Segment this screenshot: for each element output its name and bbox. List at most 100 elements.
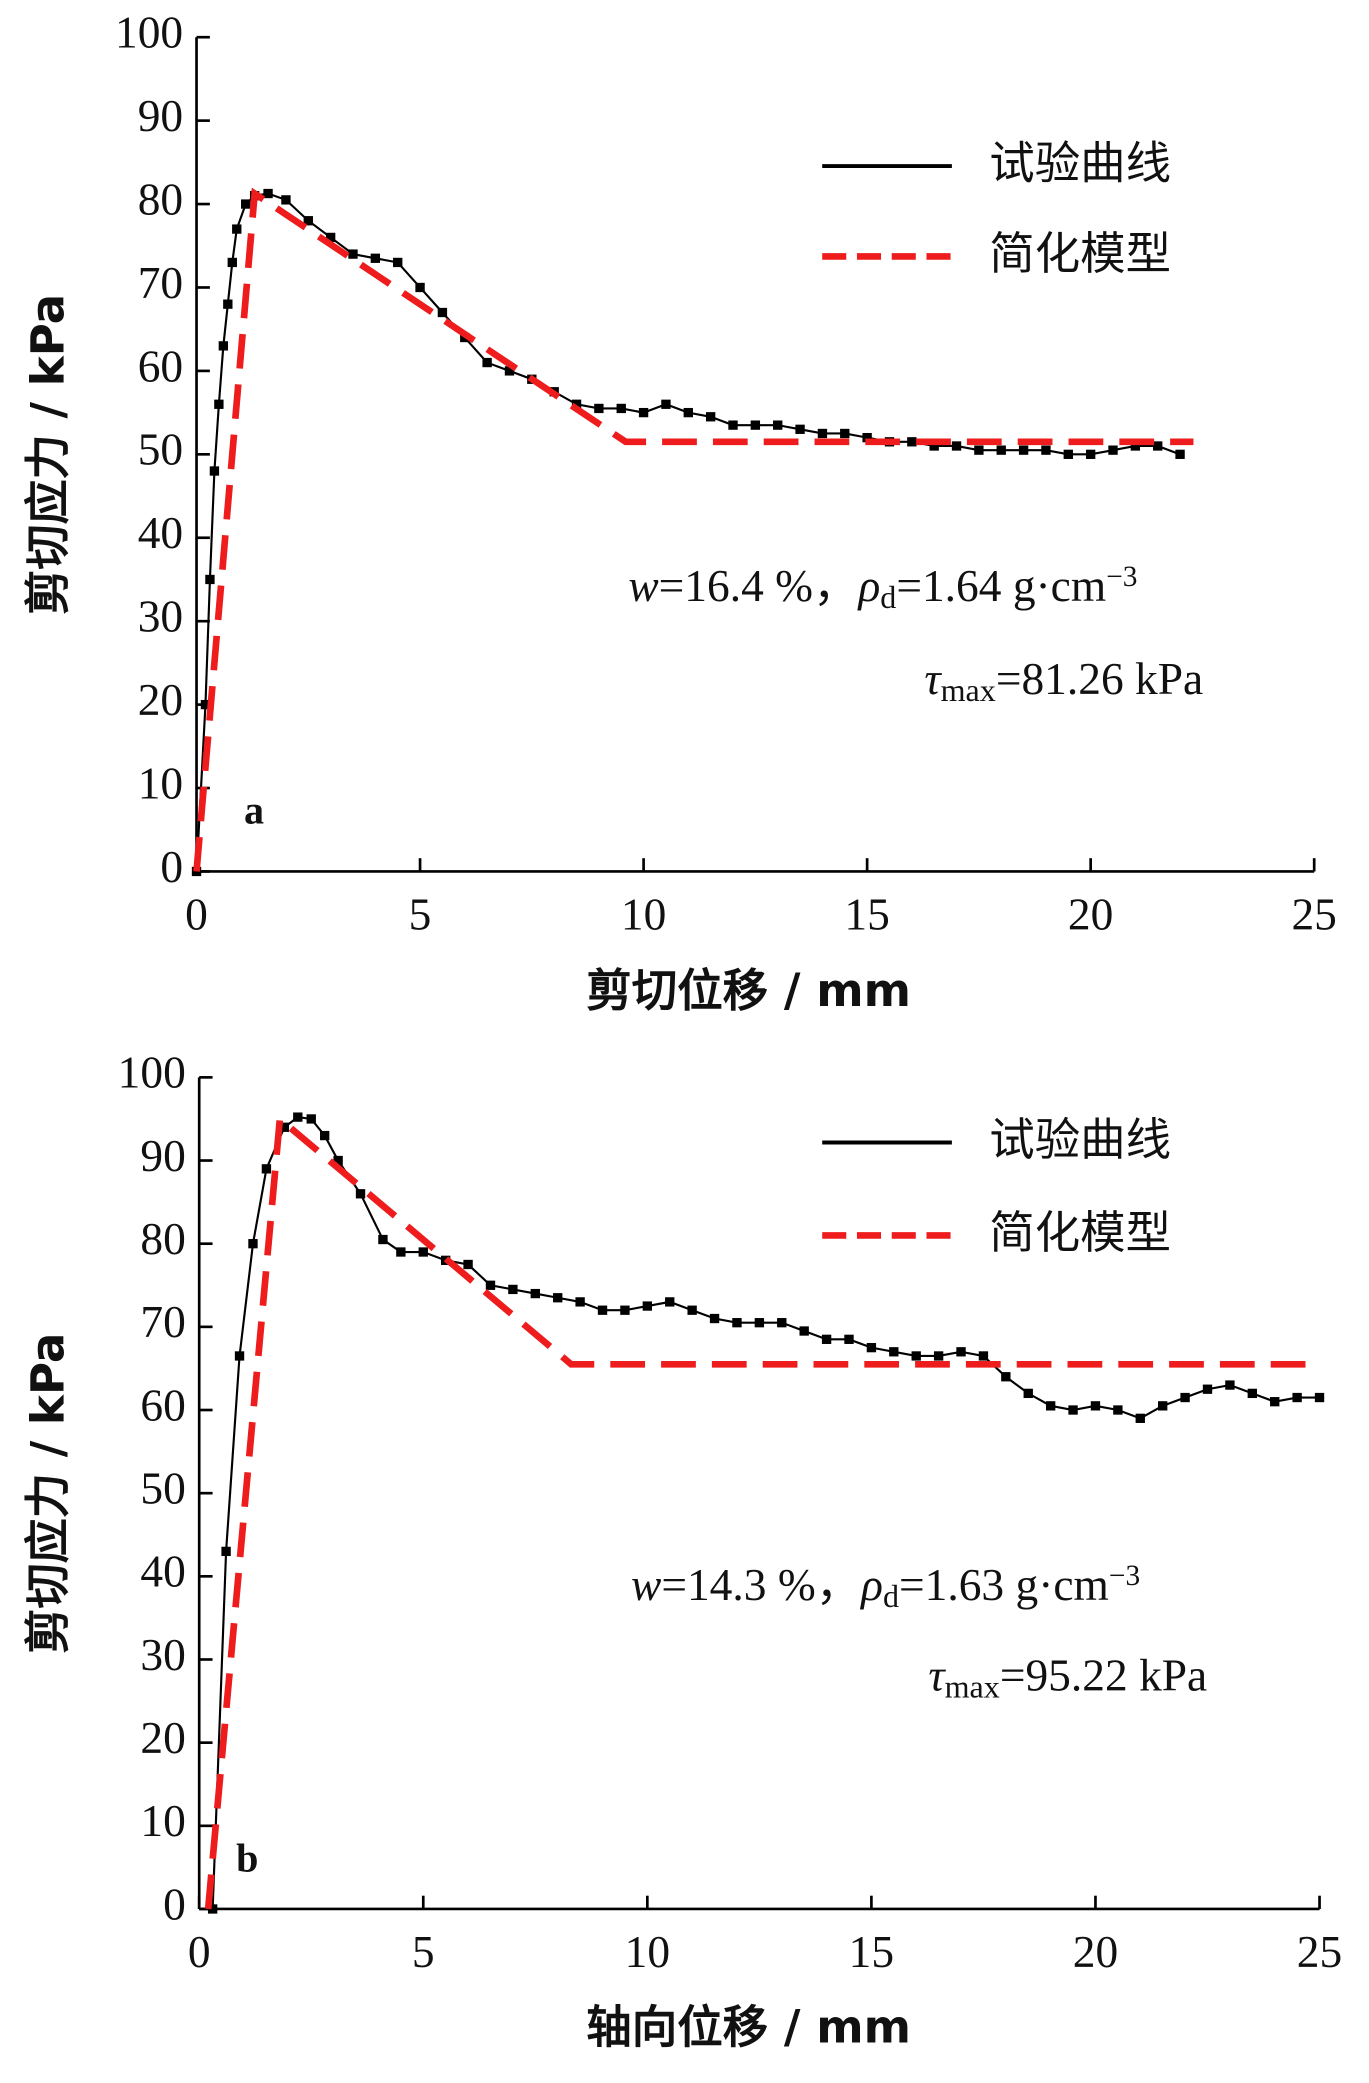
y-tick-label: 10: [138, 759, 183, 809]
marker: [207, 1904, 218, 1914]
marker: [862, 432, 872, 443]
marker: [996, 445, 1006, 455]
marker: [396, 1247, 406, 1257]
y-tick-label: 0: [160, 842, 183, 892]
annotation-part: =1.64 g·cm: [896, 562, 1106, 612]
marker: [817, 428, 828, 439]
marker: [1001, 1372, 1011, 1382]
y-tick-label: 20: [138, 675, 183, 725]
annotation-part: w: [628, 562, 658, 612]
marker: [1314, 1392, 1325, 1403]
marker: [1130, 441, 1141, 451]
marker: [1041, 445, 1051, 455]
marker: [597, 1305, 608, 1315]
marker: [795, 424, 805, 434]
marker: [463, 1259, 473, 1270]
annotation: τmax=95.22 kPa: [928, 1651, 1207, 1704]
annotation-part: −3: [1106, 561, 1137, 593]
marker: [911, 1351, 921, 1361]
marker: [1180, 1392, 1190, 1403]
marker: [348, 249, 358, 259]
annotation-part: −3: [1109, 1560, 1140, 1592]
y-tick-label: 80: [140, 1214, 185, 1264]
x-tick-label: 15: [844, 890, 889, 940]
marker: [683, 407, 693, 418]
marker: [840, 428, 850, 439]
y-tick-label: 90: [138, 91, 183, 141]
panel-label: b: [236, 1836, 258, 1881]
marker: [1153, 441, 1163, 451]
marker: [281, 195, 291, 205]
y-tick-label: 40: [140, 1547, 185, 1597]
annotation-part: ρ: [856, 562, 880, 612]
marker: [370, 253, 381, 263]
annotation-part: =16.4 %，: [659, 562, 859, 612]
series-line: [193, 187, 1194, 872]
marker: [665, 1297, 675, 1307]
marker: [261, 1164, 272, 1174]
x-axis-label: 剪切位移 / mm: [586, 964, 911, 1017]
marker: [485, 1280, 496, 1290]
annotation-part: w: [631, 1561, 661, 1611]
x-tick-label: 5: [412, 1927, 435, 1977]
marker: [978, 1351, 989, 1361]
y-tick-label: 40: [138, 508, 183, 558]
marker: [638, 407, 649, 418]
marker: [355, 1189, 366, 1199]
marker: [951, 441, 962, 451]
marker: [1068, 1405, 1078, 1415]
annotation-part: =14.3 %，: [661, 1561, 861, 1611]
marker: [1063, 449, 1073, 459]
annotation-part: max: [941, 673, 996, 708]
marker: [530, 1288, 540, 1299]
marker: [482, 357, 492, 368]
panel-label: a: [244, 788, 264, 833]
annotation-part: ρ: [859, 1561, 883, 1611]
marker: [889, 1347, 899, 1357]
marker: [933, 1351, 944, 1361]
marker: [866, 1342, 877, 1353]
marker: [293, 1112, 303, 1122]
annotation-part: =95.22 kPa: [1000, 1651, 1207, 1701]
marker: [705, 412, 716, 422]
marker: [1135, 1413, 1145, 1423]
marker: [393, 257, 403, 268]
y-tick-label: 70: [140, 1297, 185, 1347]
y-tick-label: 60: [138, 341, 183, 391]
annotation: τmax=81.26 kPa: [924, 655, 1203, 708]
marker: [616, 403, 626, 414]
y-tick-label: 0: [163, 1879, 186, 1929]
y-tick-label: 50: [138, 425, 183, 475]
marker: [1045, 1401, 1056, 1411]
marker: [594, 403, 604, 414]
marker: [709, 1313, 720, 1324]
annotation-part: max: [945, 1669, 1000, 1704]
marker: [642, 1301, 653, 1311]
y-tick-label: 100: [118, 1048, 186, 1098]
x-tick-label: 20: [1073, 1927, 1118, 1977]
marker: [221, 1546, 231, 1557]
marker: [248, 1239, 258, 1249]
marker: [378, 1234, 388, 1245]
annotation-part: d: [883, 1579, 899, 1614]
marker: [844, 1334, 854, 1344]
marker: [1158, 1401, 1168, 1411]
marker: [319, 1130, 330, 1141]
legend-label: 试验曲线: [989, 1113, 1171, 1166]
legend-label: 试验曲线: [989, 137, 1171, 190]
annotation: w=16.4 %，ρd=1.64 g·cm−3: [628, 561, 1137, 615]
marker: [241, 199, 251, 209]
series-line: [195, 192, 1181, 872]
marker: [437, 307, 448, 318]
y-axis-label: 剪切应力 / kPa: [21, 294, 74, 615]
x-tick-label: 25: [1291, 890, 1336, 940]
annotation-part: τ: [924, 655, 942, 705]
marker: [1247, 1388, 1257, 1399]
marker: [974, 445, 984, 455]
marker: [279, 1122, 290, 1132]
marker: [553, 1293, 563, 1303]
marker: [1085, 449, 1096, 459]
y-tick-label: 20: [140, 1713, 185, 1763]
marker: [1113, 1405, 1123, 1415]
marker: [504, 366, 515, 376]
